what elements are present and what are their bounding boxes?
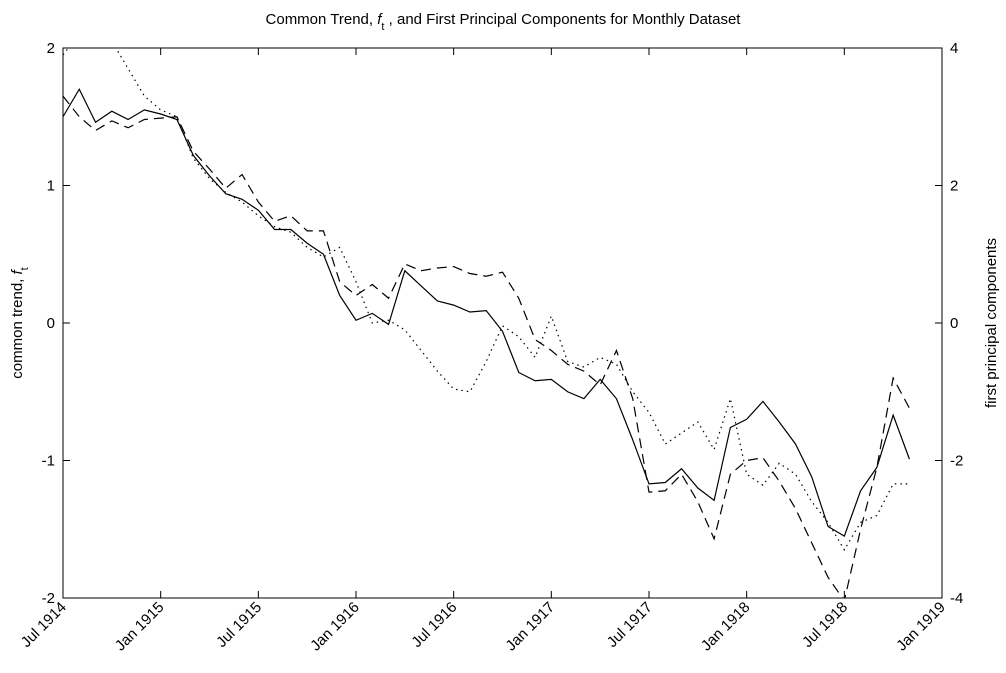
y2-axis-label: first principal components: [983, 238, 1000, 408]
title-part: , and First Principal Components for Mon…: [384, 11, 741, 28]
title-part: t: [381, 21, 384, 33]
y2-tick-label: 0: [950, 315, 958, 332]
y2-tick-label: 2: [950, 178, 958, 195]
title-part: f: [377, 11, 383, 28]
chart-title: Common Trend, ft , and First Principal C…: [266, 11, 742, 33]
label-part: common trend,: [9, 275, 26, 379]
label-part: f: [9, 269, 26, 275]
y2-tick-label: -2: [950, 453, 963, 470]
y-tick-label: 0: [47, 315, 55, 332]
label-part: t: [19, 267, 31, 270]
y2-tick-label: 4: [950, 40, 958, 57]
series-line: [63, 87, 911, 538]
y-tick-label: 2: [47, 40, 55, 57]
series-line: [63, 95, 910, 598]
y-axis-label: common trend, ft: [9, 267, 31, 378]
y-tick-label: 1: [47, 178, 55, 195]
title-part: Common Trend,: [266, 11, 378, 28]
y-tick-label: -1: [42, 453, 55, 470]
y2-tick-label: -4: [950, 590, 963, 607]
y-tick-label: -2: [42, 590, 55, 607]
